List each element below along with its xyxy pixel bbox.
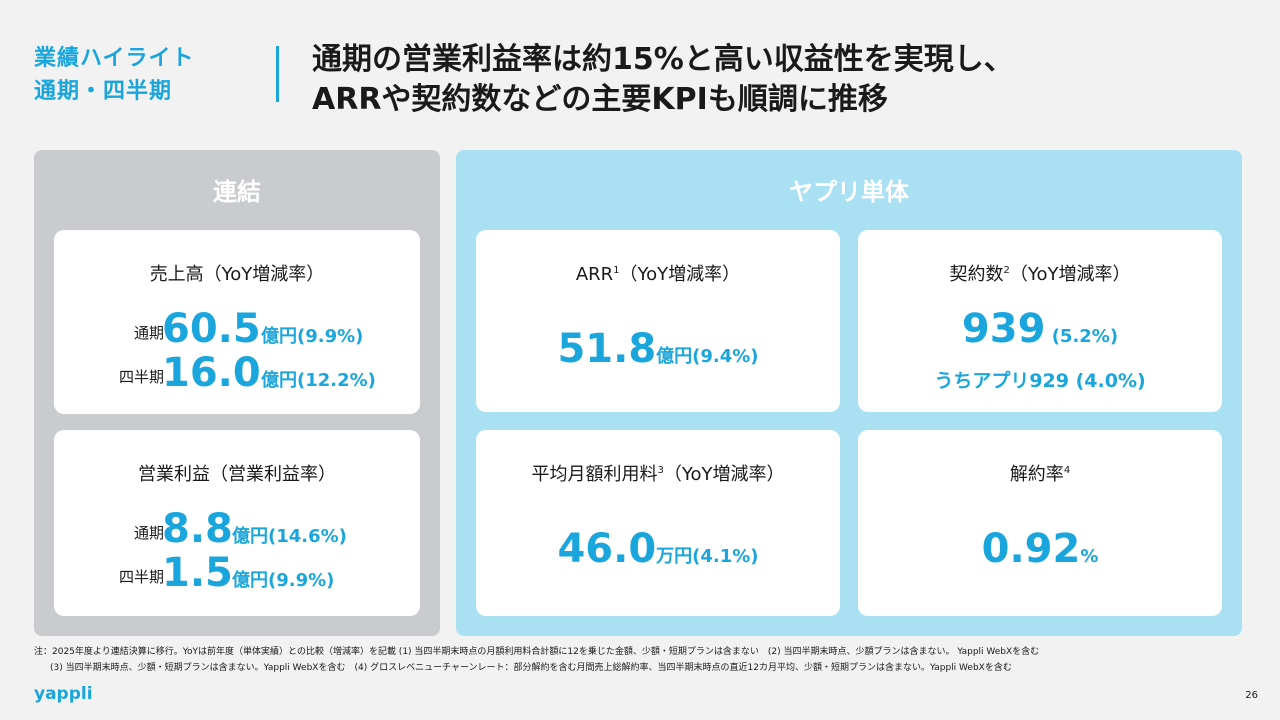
arr-unit: 億円(9.4%) [656, 346, 759, 367]
section-label: 業績ハイライト 通期・四半期 [34, 42, 195, 108]
operating-profit-card: 営業利益（営業利益率） 通期 8.8 億円(14.6%) 四半期 1.5 億円(… [54, 430, 420, 616]
revenue-full-year-unit: 億円(9.9%) [261, 326, 364, 347]
revenue-full-year-value: 60.5 [162, 306, 261, 352]
arr-title: ARR [575, 264, 614, 285]
churn-title: 解約率 [1009, 464, 1064, 485]
churn-value: 0.92 [981, 526, 1081, 572]
page-title: 通期の営業利益率は約15%と高い収益性を実現し、 ARRや契約数などの主要KPI… [312, 40, 1252, 120]
revenue-card: 売上高（YoY増減率） 通期 60.5 億円(9.9%) 四半期 16.0 億円… [54, 230, 420, 414]
header-divider [276, 46, 279, 102]
operating-profit-quarter-value: 1.5 [162, 550, 233, 596]
contracts-title-suffix: （YoY増減率） [1009, 264, 1131, 285]
arpu-title: 平均月額利用料 [531, 464, 658, 485]
contracts-unit: (5.2%) [1045, 326, 1119, 347]
operating-profit-full-year-row: 通期 8.8 億円(14.6%) [54, 506, 420, 556]
contracts-title: 契約数 [949, 264, 1004, 285]
contracts-value-block: 939 (5.2%) [858, 306, 1222, 352]
operating-profit-full-year-value: 8.8 [162, 506, 233, 552]
revenue-card-title: 売上高（YoY増減率） [149, 264, 325, 285]
consolidated-panel-title: 連結 [213, 178, 261, 206]
contracts-footnote-mark: 2 [1003, 265, 1010, 276]
section-label-line1: 業績ハイライト [34, 46, 195, 71]
arpu-card-title: 平均月額利用料3（YoY増減率） [476, 460, 840, 486]
churn-unit: % [1080, 546, 1099, 567]
consolidated-panel: 連結 売上高（YoY増減率） 通期 60.5 億円(9.9%) 四半期 16.0… [34, 150, 440, 636]
arpu-footnote-mark: 3 [657, 465, 664, 476]
arpu-value-block: 46.0万円(4.1%) [476, 526, 840, 572]
footnote: 注：2025年度より連結決算に移行。YoYは前年度（単体実績）との比較（増減率）… [34, 644, 1244, 676]
arr-card: ARR1（YoY増減率） 51.8億円(9.4%) [476, 230, 840, 412]
footnote-line1: 注：2025年度より連結決算に移行。YoYは前年度（単体実績）との比較（増減率）… [34, 647, 1040, 657]
revenue-quarter-row: 四半期 16.0 億円(12.2%) [54, 350, 420, 400]
page-number: 26 [1245, 690, 1258, 701]
contracts-value: 939 [961, 306, 1046, 352]
arr-value-block: 51.8億円(9.4%) [476, 326, 840, 372]
yappli-panel: ヤプリ単体 ARR1（YoY増減率） 51.8億円(9.4%) 契約数2（YoY… [456, 150, 1242, 636]
yappli-logo: yappli [34, 684, 93, 704]
operating-profit-quarter-label: 四半期 [118, 568, 164, 586]
operating-profit-quarter-unit: 億円(9.9%) [232, 570, 335, 591]
arr-title-suffix: （YoY増減率） [619, 264, 741, 285]
contracts-app-subvalue: うちアプリ929 (4.0%) [934, 370, 1146, 392]
contracts-card: 契約数2（YoY増減率） 939 (5.2%) うちアプリ929 (4.0%) [858, 230, 1222, 412]
arr-card-title: ARR1（YoY増減率） [476, 260, 840, 286]
page-title-line2: ARRや契約数などの主要KPIも順調に推移 [312, 82, 888, 117]
churn-value-block: 0.92% [858, 526, 1222, 572]
arpu-unit: 万円(4.1%) [656, 546, 759, 567]
operating-profit-quarter-row: 四半期 1.5 億円(9.9%) [54, 550, 420, 600]
page-title-line1: 通期の営業利益率は約15%と高い収益性を実現し、 [312, 42, 1014, 77]
operating-profit-full-year-unit: 億円(14.6%) [232, 526, 347, 547]
revenue-full-year-row: 通期 60.5 億円(9.9%) [54, 306, 420, 356]
churn-card-title: 解約率4 [858, 460, 1222, 486]
arpu-value: 46.0 [557, 526, 657, 572]
footnote-line2: (3) 当四半期末時点、少額・短期プランは含まない。Yappli WebXを含む… [50, 663, 1012, 673]
arpu-title-suffix: （YoY増減率） [663, 464, 785, 485]
revenue-quarter-value: 16.0 [162, 350, 261, 396]
revenue-full-year-label: 通期 [133, 324, 164, 342]
arr-value: 51.8 [557, 326, 657, 372]
revenue-quarter-unit: 億円(12.2%) [261, 370, 376, 391]
churn-footnote-mark: 4 [1063, 465, 1071, 476]
arr-footnote-mark: 1 [613, 265, 620, 276]
yappli-panel-title: ヤプリ単体 [789, 178, 909, 206]
revenue-quarter-label: 四半期 [118, 368, 164, 386]
contracts-card-title: 契約数2（YoY増減率） [858, 260, 1222, 286]
operating-profit-full-year-label: 通期 [133, 524, 164, 542]
operating-profit-card-title: 営業利益（営業利益率） [138, 464, 336, 485]
arpu-card: 平均月額利用料3（YoY増減率） 46.0万円(4.1%) [476, 430, 840, 616]
section-label-line2: 通期・四半期 [34, 79, 173, 104]
churn-card: 解約率4 0.92% [858, 430, 1222, 616]
